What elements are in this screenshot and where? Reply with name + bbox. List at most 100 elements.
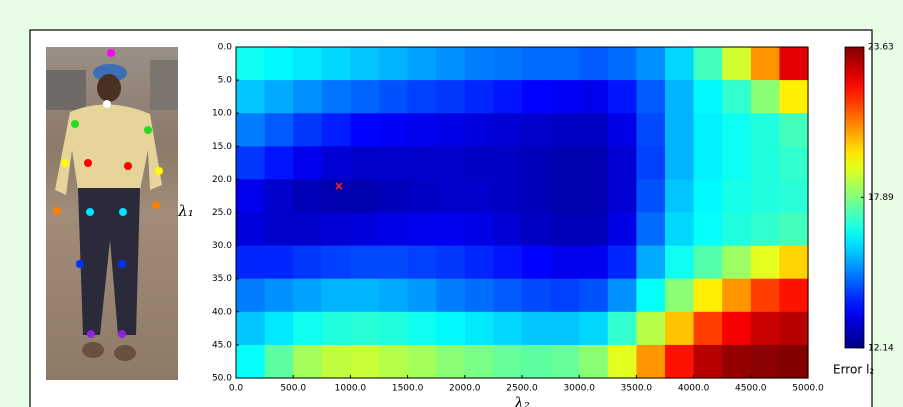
y-tick-label: 35.0 (212, 274, 232, 284)
heat-cell (722, 47, 752, 81)
heat-cell (321, 47, 351, 81)
heat-cell (293, 245, 323, 280)
heat-cell (350, 113, 380, 147)
x-tick-label: 1000.0 (335, 384, 367, 394)
heat-cell (436, 344, 466, 379)
heat-cell (522, 245, 552, 280)
heat-cell (464, 113, 494, 147)
heat-cell (493, 179, 523, 214)
heat-cell (464, 179, 494, 214)
heat-cell (436, 311, 466, 346)
heat-cell (264, 47, 294, 81)
heat-cell (464, 245, 494, 280)
heat-cell (665, 146, 695, 180)
heat-cell (722, 245, 752, 280)
x-axis-label: λ₂ (513, 394, 530, 407)
heat-cell (379, 80, 409, 114)
heat-cell (407, 80, 437, 114)
heat-cell (236, 311, 266, 346)
heat-cell (407, 311, 437, 346)
heat-cell (750, 344, 780, 379)
keypoint (103, 100, 111, 108)
heat-cell (607, 146, 637, 180)
head (97, 74, 121, 102)
heat-cell (350, 212, 380, 247)
heat-cell (579, 146, 609, 180)
heat-cell (293, 311, 323, 346)
heat-cell (493, 344, 523, 379)
shoe (82, 342, 104, 358)
heat-cell (350, 146, 380, 180)
heat-cell (264, 245, 294, 280)
x-tick-label: 4500.0 (735, 384, 767, 394)
x-tick-label: 4000.0 (678, 384, 710, 394)
heat-cell (636, 344, 666, 379)
heat-cell (350, 344, 380, 379)
heat-cell (665, 179, 695, 214)
heat-cell (379, 311, 409, 346)
heat-cell (321, 278, 351, 313)
heat-cell (722, 80, 752, 114)
heat-cell (750, 245, 780, 280)
heat-cell (607, 212, 637, 247)
keypoint (61, 159, 69, 167)
y-tick-label: 30.0 (212, 241, 232, 251)
heat-cell (550, 80, 580, 114)
keypoint (119, 208, 127, 216)
heat-cell (321, 179, 351, 214)
heat-cell (665, 245, 695, 280)
heat-cell (522, 344, 552, 379)
heat-cell (636, 146, 666, 180)
keypoint (86, 208, 94, 216)
y-tick-label: 45.0 (212, 340, 232, 350)
heat-cell (522, 179, 552, 214)
heat-cell (350, 311, 380, 346)
heat-cell (321, 80, 351, 114)
heat-cell (436, 278, 466, 313)
heat-cell (407, 47, 437, 81)
heat-cell (236, 179, 266, 214)
heat-cell (321, 311, 351, 346)
heat-cell (750, 80, 780, 114)
heat-cell (693, 344, 723, 379)
heat-cell (264, 212, 294, 247)
heat-cell (293, 80, 323, 114)
heat-cell (779, 311, 809, 346)
heat-cell (579, 278, 609, 313)
heat-cell (779, 146, 809, 180)
heat-cell (436, 146, 466, 180)
heat-cell (493, 278, 523, 313)
heat-cell (779, 212, 809, 247)
colorbar-tick-label: 23.63 (868, 43, 894, 53)
y-tick-label: 20.0 (212, 175, 232, 185)
heat-cell (693, 47, 723, 81)
marker (335, 182, 343, 190)
heat-cell (693, 80, 723, 114)
heat-cell (321, 113, 351, 147)
heat-cell (722, 179, 752, 214)
heat-cell (264, 80, 294, 114)
heat-cell (407, 278, 437, 313)
x-tick-label: 5000.0 (792, 384, 824, 394)
y-tick-label: 25.0 (212, 208, 232, 218)
heat-cell (236, 146, 266, 180)
heat-cell (779, 47, 809, 81)
heat-cell (607, 179, 637, 214)
heat-cell (407, 212, 437, 247)
heat-cell (779, 113, 809, 147)
heat-cell (607, 47, 637, 81)
heat-cell (436, 80, 466, 114)
heat-cell (722, 212, 752, 247)
heat-cell (636, 212, 666, 247)
colorbar-tick-label: 17.89 (868, 193, 894, 203)
heat-cell (407, 344, 437, 379)
heat-cell (636, 278, 666, 313)
heat-cell (464, 344, 494, 379)
heat-cell (750, 146, 780, 180)
keypoint (76, 260, 84, 268)
heat-cell (436, 212, 466, 247)
heat-cell (550, 179, 580, 214)
heat-cell (264, 179, 294, 214)
keypoint (124, 162, 132, 170)
keypoint (84, 159, 92, 167)
